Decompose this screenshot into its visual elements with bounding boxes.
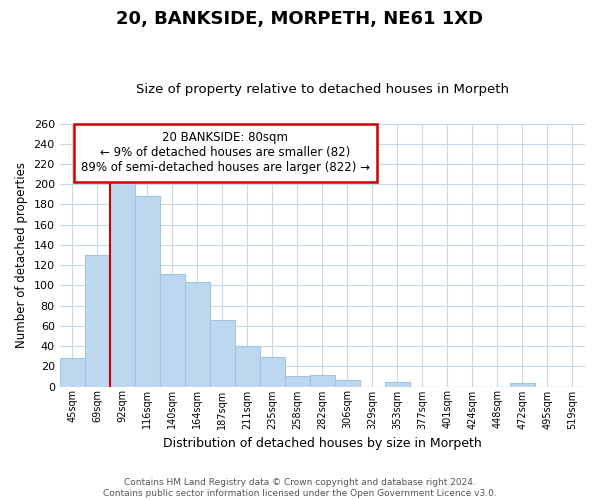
Bar [110,181,135,386]
Bar [285,376,310,386]
Text: Contains HM Land Registry data © Crown copyright and database right 2024.
Contai: Contains HM Land Registry data © Crown c… [103,478,497,498]
Bar [185,282,210,387]
Text: 20, BANKSIDE, MORPETH, NE61 1XD: 20, BANKSIDE, MORPETH, NE61 1XD [116,10,484,28]
Bar [385,382,410,386]
Bar [135,196,160,386]
Bar [335,380,360,386]
Text: 20 BANKSIDE: 80sqm
← 9% of detached houses are smaller (82)
89% of semi-detached: 20 BANKSIDE: 80sqm ← 9% of detached hous… [80,132,370,174]
X-axis label: Distribution of detached houses by size in Morpeth: Distribution of detached houses by size … [163,437,482,450]
Bar [260,357,285,386]
Bar [160,274,185,386]
Bar [310,376,335,386]
Title: Size of property relative to detached houses in Morpeth: Size of property relative to detached ho… [136,83,509,96]
Bar [85,255,110,386]
Bar [59,358,85,386]
Bar [235,346,260,387]
Y-axis label: Number of detached properties: Number of detached properties [15,162,28,348]
Bar [210,320,235,386]
Bar [510,384,535,386]
